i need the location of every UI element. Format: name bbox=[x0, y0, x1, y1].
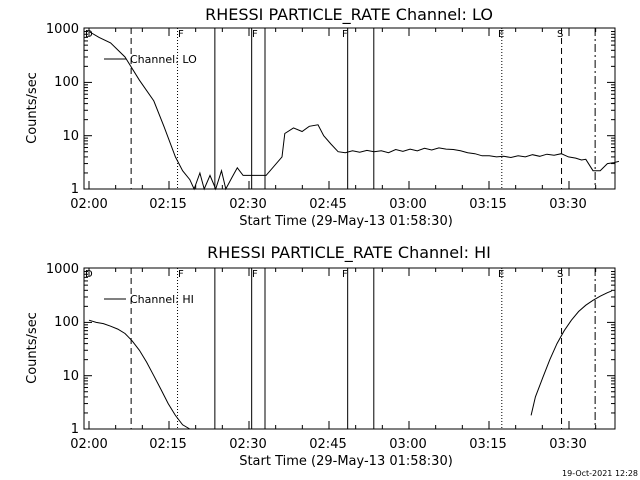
flag-label-e: E bbox=[498, 29, 504, 40]
x-tick-label: 02:30 bbox=[229, 197, 266, 212]
y-tick-label: 1000 bbox=[46, 262, 79, 277]
series-line-0 bbox=[88, 31, 620, 191]
flag-label-s: S bbox=[557, 269, 563, 280]
x-tick-label: 02:00 bbox=[70, 437, 107, 452]
x-tick-label: 03:30 bbox=[549, 197, 586, 212]
series-line-1 bbox=[530, 290, 612, 416]
legend-label: Channel: LO bbox=[130, 53, 197, 66]
flag-label-e: E bbox=[498, 269, 504, 280]
flag-label-f: F bbox=[342, 29, 348, 40]
y-tick-label: 10 bbox=[62, 129, 79, 144]
y-tick-label: 100 bbox=[54, 75, 79, 90]
x-tick-labels: 02:00 02:15 02:30 02:45 03:00 03:15 03:3… bbox=[70, 197, 586, 212]
series-line-0 bbox=[88, 319, 191, 430]
x-tick-label: 03:30 bbox=[549, 437, 586, 452]
lo-channel-panel: RHESSI PARTICLE_RATE Channel: LO Counts/… bbox=[25, 5, 620, 229]
y-tick-label: 100 bbox=[54, 315, 79, 330]
chart-title: RHESSI PARTICLE_RATE Channel: HI bbox=[207, 243, 491, 263]
y-tick-labels: 1 10 100 1000 bbox=[46, 262, 79, 437]
y-axis-label: Counts/sec bbox=[25, 312, 40, 384]
x-tick-label: 03:15 bbox=[469, 197, 506, 212]
footer-timestamp: 19-Oct-2021 12:28 bbox=[562, 469, 638, 478]
hi-channel-panel: RHESSI PARTICLE_RATE Channel: HI Counts/… bbox=[25, 243, 616, 469]
y-tick-labels: 1 10 100 1000 bbox=[46, 22, 79, 197]
flag-label-f: F bbox=[178, 29, 184, 40]
y-tick-label: 1 bbox=[71, 182, 79, 197]
x-tick-label: 02:15 bbox=[149, 197, 186, 212]
flag-label-f: F bbox=[252, 269, 258, 280]
flag-labels: D F F F E S bbox=[85, 269, 563, 280]
x-tick-label: 02:45 bbox=[309, 437, 346, 452]
legend: Channel: HI bbox=[104, 293, 194, 306]
x-tick-label: 03:00 bbox=[389, 197, 426, 212]
x-tick-label: 02:15 bbox=[149, 437, 186, 452]
flag-labels: D F F F E S bbox=[85, 29, 563, 40]
y-tick-label: 1 bbox=[71, 422, 79, 437]
x-tick-label: 03:15 bbox=[469, 437, 506, 452]
legend: Channel: LO bbox=[104, 53, 197, 66]
flag-label-f: F bbox=[252, 29, 258, 40]
flag-label-s: S bbox=[557, 29, 563, 40]
flag-label-f: F bbox=[342, 269, 348, 280]
x-tick-label: 02:30 bbox=[229, 437, 266, 452]
y-tick-label: 1000 bbox=[46, 22, 79, 37]
x-axis-label: Start Time (29-May-13 01:58:30) bbox=[239, 454, 453, 469]
y-axis-label: Counts/sec bbox=[25, 72, 40, 144]
chart-title: RHESSI PARTICLE_RATE Channel: LO bbox=[205, 5, 493, 25]
legend-label: Channel: HI bbox=[130, 293, 194, 306]
y-tick-label: 10 bbox=[62, 369, 79, 384]
x-tick-label: 03:00 bbox=[389, 437, 426, 452]
x-tick-label: 02:00 bbox=[70, 197, 107, 212]
x-tick-label: 02:45 bbox=[309, 197, 346, 212]
plot-frame bbox=[83, 27, 616, 190]
flag-label-f: F bbox=[178, 269, 184, 280]
plot-frame bbox=[83, 267, 616, 430]
x-tick-labels: 02:00 02:15 02:30 02:45 03:00 03:15 03:3… bbox=[70, 437, 586, 452]
x-axis-label: Start Time (29-May-13 01:58:30) bbox=[239, 214, 453, 229]
